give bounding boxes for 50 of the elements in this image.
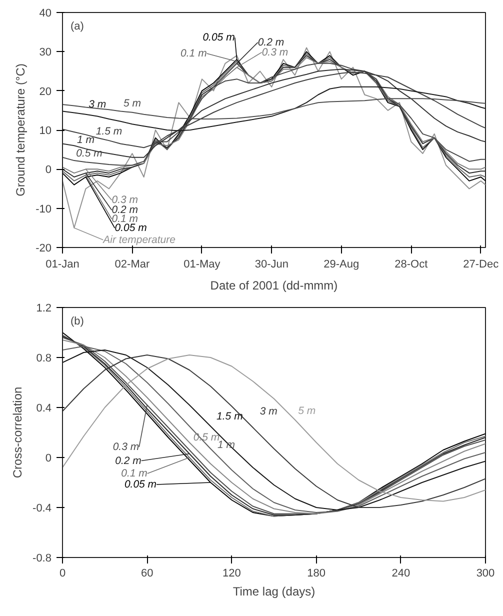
series-label: 5 m xyxy=(298,405,316,417)
text: 0.3 m xyxy=(112,194,138,206)
y-tick-label: 30 xyxy=(39,46,52,59)
x-tick-label: 01-May xyxy=(184,258,221,270)
text: 0.1 m xyxy=(180,47,208,60)
x-tick-label: 180 xyxy=(307,568,326,580)
series-label: 3 m xyxy=(88,98,106,110)
x-tick-label: 01-Jan xyxy=(46,258,80,270)
series-label: 0.3 m xyxy=(262,46,288,58)
x-tick-label: 120 xyxy=(222,568,241,580)
x-axis-title: Time lag (days) xyxy=(232,584,316,598)
series-label: 3 m xyxy=(260,406,278,418)
y-tick-label: 0.8 xyxy=(36,352,52,364)
x-tick-label: 240 xyxy=(392,568,410,580)
x-tick-label: 30-Jun xyxy=(254,258,288,270)
y-tick-label: 0 xyxy=(45,164,52,176)
y-tick-label: -20 xyxy=(36,242,52,254)
text: 0.05 m xyxy=(114,222,147,234)
legend-label: Air temperature xyxy=(102,234,176,246)
series-label: 0.2 m xyxy=(258,36,284,48)
text: 0.1 m xyxy=(121,468,148,480)
y-tick-label: 0.4 xyxy=(36,402,52,414)
series-label: 5 m xyxy=(123,97,142,110)
y-axis-title: Ground temperature (°C) xyxy=(14,64,28,196)
y-tick-label: 40 xyxy=(39,8,52,20)
annotation: (b) xyxy=(70,316,84,328)
x-tick-label: 27-Dec xyxy=(463,258,500,270)
x-tick-label: 0 xyxy=(59,568,66,580)
text: 0.05 m xyxy=(124,478,157,490)
y-tick-label: 20 xyxy=(39,86,52,98)
series-label: 1 m xyxy=(76,134,95,146)
x-tick-label: 28-Oct xyxy=(394,258,428,270)
y-tick-label: -0.4 xyxy=(32,502,52,514)
y-tick-label: -0.8 xyxy=(32,552,52,564)
x-tick-label: 300 xyxy=(476,568,495,580)
annotation: (a) xyxy=(70,20,84,32)
x-axis-title: Date of 2001 (dd-mmm) xyxy=(210,278,338,292)
y-tick-label: 1.2 xyxy=(36,302,52,314)
y-tick-label: 10 xyxy=(39,125,52,137)
text: 0.3 m xyxy=(112,441,140,453)
y-axis-title: Cross-correlation xyxy=(10,386,25,478)
y-tick-label: -10 xyxy=(36,203,52,216)
series-label: 0.05 m xyxy=(202,32,236,44)
series-label: 1.5 m xyxy=(216,410,244,422)
series-label: 1.5 m xyxy=(96,126,122,138)
legend-label: 0.2 m xyxy=(115,454,142,467)
x-tick-label: 29-Aug xyxy=(324,258,360,270)
y-tick-label: 0 xyxy=(45,452,52,464)
x-tick-label: 02-Mar xyxy=(114,258,150,270)
x-tick-label: 60 xyxy=(140,568,154,580)
